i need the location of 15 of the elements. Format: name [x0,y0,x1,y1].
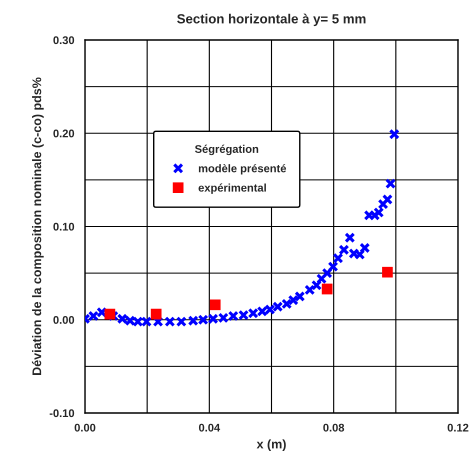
x-tick-label: 0.00 [74,424,96,432]
legend-label: expérimental [198,183,266,194]
y-axis-title: Déviation de la composition nominale (c-co) pds% [32,77,44,375]
y-tick-label: 0.10 [53,222,74,231]
y-tick-label: 0.20 [53,130,74,138]
x-tick-label: 0.12 [448,424,468,432]
x-tick-label: 0.04 [198,424,220,432]
legend-label: modèle présenté [198,164,286,175]
x-axis-title: x (m) [256,439,286,451]
legend-title: Ségrégation [194,144,258,156]
y-tick-label: -0.10 [50,409,74,418]
y-tick-label: 0.30 [53,36,74,44]
y-tick-label: 0.00 [53,316,74,324]
x-tick-label: 0.08 [323,424,344,432]
chart-title: Section horizontale à y= 5 mm [177,14,366,26]
